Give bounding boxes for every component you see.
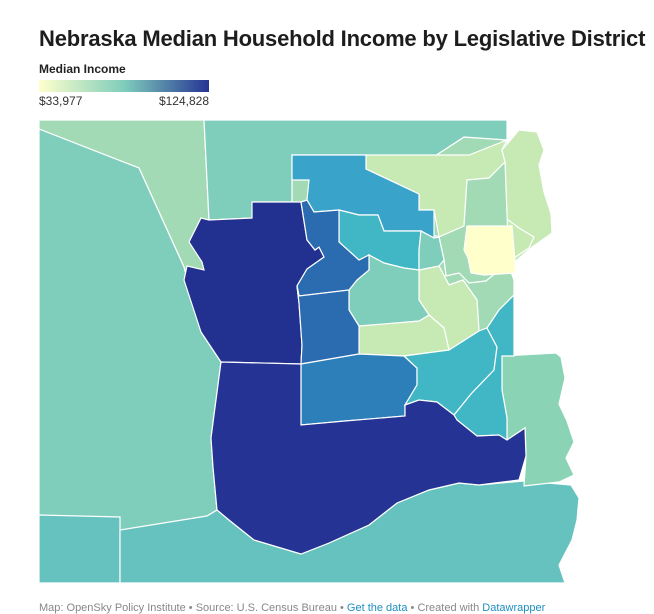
legend-title: Median Income: [39, 62, 126, 76]
page-title: Nebraska Median Household Income by Legi…: [39, 26, 646, 51]
district-central-blue[interactable]: [296, 199, 370, 297]
district-central-small[interactable]: [418, 230, 445, 271]
footer-credits: Map: OpenSky Policy Institute • Source: …: [39, 602, 545, 614]
district-southwest-corner[interactable]: [39, 514, 121, 583]
footer-separator: •: [407, 602, 418, 614]
source-credit: Source: U.S. Census Bureau: [195, 602, 337, 614]
district-omaha-pale[interactable]: [463, 225, 517, 276]
color-legend: Median Income $33,977 $124,828: [39, 62, 214, 108]
legend-labels: $33,977 $124,828: [39, 94, 209, 108]
get-the-data-link[interactable]: Get the data: [346, 602, 408, 614]
district-south-blue[interactable]: [300, 353, 418, 426]
created-with-prefix: Created with: [417, 602, 480, 614]
datawrapper-link[interactable]: Datawrapper: [482, 602, 546, 614]
footer-separator: •: [336, 602, 347, 614]
legend-min-label: $33,977: [39, 94, 83, 108]
legend-max-label: $124,828: [158, 94, 209, 108]
district-central-south-blue[interactable]: [296, 285, 360, 365]
district-map: [39, 120, 580, 583]
legend-gradient-bar: [39, 80, 209, 92]
map-credit: Map: OpenSky Policy Institute: [39, 602, 186, 614]
district-south-navy[interactable]: [210, 361, 527, 555]
footer-separator: •: [185, 602, 196, 614]
